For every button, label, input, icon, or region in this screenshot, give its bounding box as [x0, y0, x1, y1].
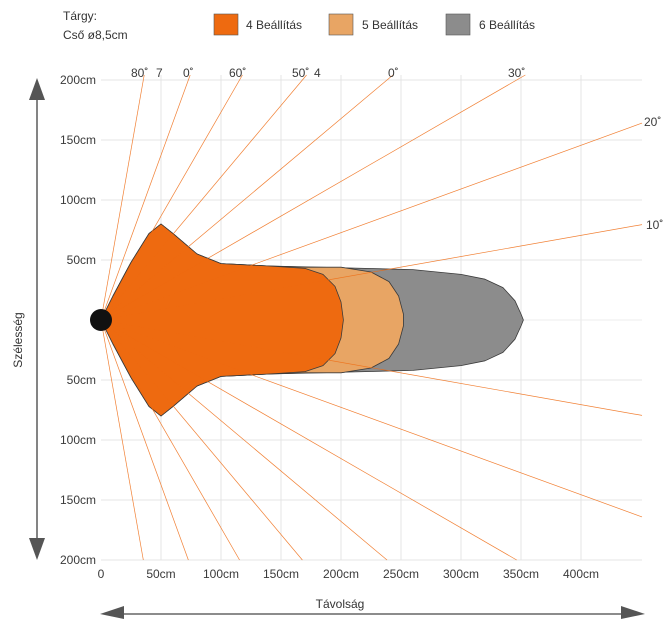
x-tick-label: 300cm	[443, 567, 479, 581]
y-tick-label: 100cm	[60, 433, 96, 447]
angle-ray	[100, 319, 517, 561]
series-area-3	[100, 223, 344, 417]
angle-ray	[100, 319, 303, 561]
angle-label: 0˚	[183, 66, 194, 80]
legend-swatch-5	[328, 13, 354, 36]
x-tick-label: 350cm	[503, 567, 539, 581]
angle-ray	[100, 74, 526, 321]
y-tick-label: 100cm	[60, 193, 96, 207]
x-tick-label: 100cm	[203, 567, 239, 581]
angle-label: 60˚	[229, 66, 246, 80]
x-tick-label: 250cm	[383, 567, 419, 581]
angle-ray	[100, 319, 388, 561]
legend: 4 Beállítás 5 Beállítás 6 Beállítás	[213, 13, 535, 36]
series-layer	[100, 223, 524, 417]
angle-ray	[100, 74, 243, 321]
x-tick-label: 400cm	[563, 567, 599, 581]
legend-label-5: 5 Beállítás	[362, 18, 418, 32]
distance-axis-arrow	[100, 606, 645, 619]
x-tick-label: 50cm	[146, 567, 175, 581]
angle-ray	[100, 74, 145, 321]
angle-ray	[100, 319, 189, 561]
x-tick-label: 200cm	[323, 567, 359, 581]
angle-labels: 80˚ 7 0˚ 60˚ 50˚ 4 0˚ 30˚ 20˚ 10˚	[131, 66, 663, 232]
tick-labels: 0 50cm 100cm 150cm 200cm 250cm 300cm 350cm 400cm…	[60, 73, 599, 581]
target-value: Cső ø8,5cm	[63, 28, 128, 42]
angle-ray	[100, 319, 643, 518]
target-label: Tárgy:	[63, 9, 97, 23]
y-tick-label: 200cm	[60, 73, 96, 87]
light-source-dot	[90, 309, 112, 331]
legend-swatch-6	[445, 13, 471, 36]
width-axis-arrow	[29, 78, 45, 560]
angle-ray	[100, 74, 307, 321]
legend-label-6: 6 Beállítás	[479, 18, 535, 32]
angle-label: 50˚	[292, 66, 309, 80]
y-tick-label: 200cm	[60, 553, 96, 567]
y-tick-label: 150cm	[60, 493, 96, 507]
angle-ray	[100, 122, 643, 321]
angle-label: 7	[156, 66, 163, 80]
angle-label: 20˚	[644, 115, 661, 129]
y-axis-title: Szélesség	[11, 312, 25, 367]
angle-ray	[100, 319, 144, 561]
x-axis-title: Távolság	[316, 597, 365, 611]
x-tick-label: 150cm	[263, 567, 299, 581]
y-tick-label: 50cm	[67, 253, 96, 267]
y-tick-label: 50cm	[67, 373, 96, 387]
angle-label: 10˚	[646, 218, 663, 232]
legend-label-4: 4 Beállítás	[246, 18, 302, 32]
angle-label: 80˚	[131, 66, 148, 80]
angle-ray	[100, 224, 643, 321]
angle-label: 0˚	[388, 66, 399, 80]
angle-label: 30˚	[508, 66, 525, 80]
angle-ray	[100, 74, 191, 321]
x-tick-label: 0	[98, 567, 105, 581]
angle-label: 4	[314, 66, 321, 80]
angle-ray	[100, 319, 240, 561]
angle-ray	[100, 319, 643, 416]
angle-ray	[100, 74, 394, 321]
angle-rays	[100, 74, 643, 561]
y-tick-label: 150cm	[60, 133, 96, 147]
legend-swatch-4	[213, 13, 239, 36]
